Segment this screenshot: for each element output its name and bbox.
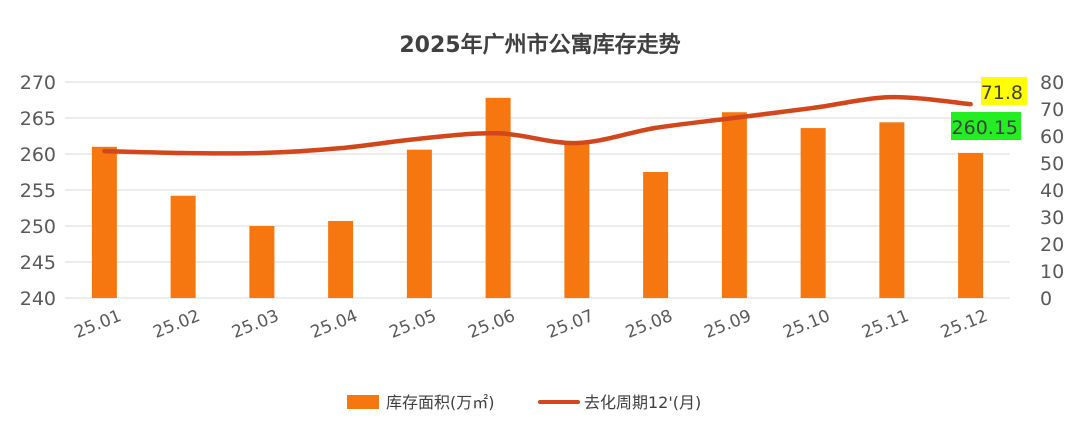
right-axis-tick: 30 (1040, 207, 1064, 229)
x-axis-tick: 25.09 (702, 306, 755, 343)
x-axis-tick: 25.11 (859, 306, 912, 343)
left-axis-tick: 245 (20, 252, 56, 274)
x-axis-tick: 25.08 (623, 306, 676, 343)
bar (721, 112, 747, 299)
annotation-line-value: 71.8 (981, 82, 1023, 104)
bar (91, 146, 117, 298)
x-axis-tick: 25.12 (938, 306, 991, 343)
x-axis-tick: 25.06 (465, 306, 518, 343)
annotation-bg-line (981, 77, 1027, 105)
right-axis-tick: 60 (1040, 126, 1064, 148)
bar (958, 152, 984, 298)
left-axis-tick: 270 (20, 72, 56, 94)
left-axis-tick: 260 (20, 144, 56, 166)
x-axis-tick: 25.05 (387, 306, 440, 343)
x-axis-tick: 25.10 (780, 306, 833, 343)
legend-swatch-bar (347, 395, 379, 409)
right-axis-tick: 50 (1040, 153, 1064, 175)
annotation-bg-bar (951, 112, 1021, 140)
chart-title: 2025年广州市公寓库存走势 (399, 32, 680, 58)
bar (800, 128, 826, 298)
right-axis-tick: 20 (1040, 234, 1064, 256)
bar (406, 149, 432, 298)
x-axis-tick: 25.01 (72, 306, 125, 343)
x-axis-tick: 25.04 (308, 306, 361, 343)
x-axis-tick: 25.03 (229, 306, 282, 343)
bar (485, 97, 511, 298)
right-axis-tick: 0 (1040, 288, 1052, 310)
series-line (102, 94, 973, 156)
bar (170, 195, 196, 298)
legend-label-line: 去化周期12'(月) (584, 393, 701, 412)
left-axis-tick: 240 (20, 288, 56, 310)
bar (249, 226, 275, 298)
legend-label-bar: 库存面积(万㎡) (386, 393, 495, 412)
left-axis-tick: 250 (20, 216, 56, 238)
legend: 库存面积(万㎡) 去化周期12'(月) (347, 393, 701, 412)
bar (564, 143, 590, 298)
x-axis-tick: 25.02 (150, 306, 203, 343)
bar (328, 220, 354, 298)
left-axis-tick: 255 (20, 180, 56, 202)
right-axis-tick: 10 (1040, 261, 1064, 283)
right-axis-tick: 70 (1040, 99, 1064, 121)
right-axis-tick: 40 (1040, 180, 1064, 202)
right-axis-tick: 80 (1040, 72, 1064, 94)
x-axis-tick: 25.07 (544, 306, 597, 343)
annotation-bar-value: 260.15 (952, 117, 1018, 139)
bar (643, 172, 669, 298)
left-axis-tick: 265 (20, 108, 56, 130)
bar (879, 122, 905, 298)
